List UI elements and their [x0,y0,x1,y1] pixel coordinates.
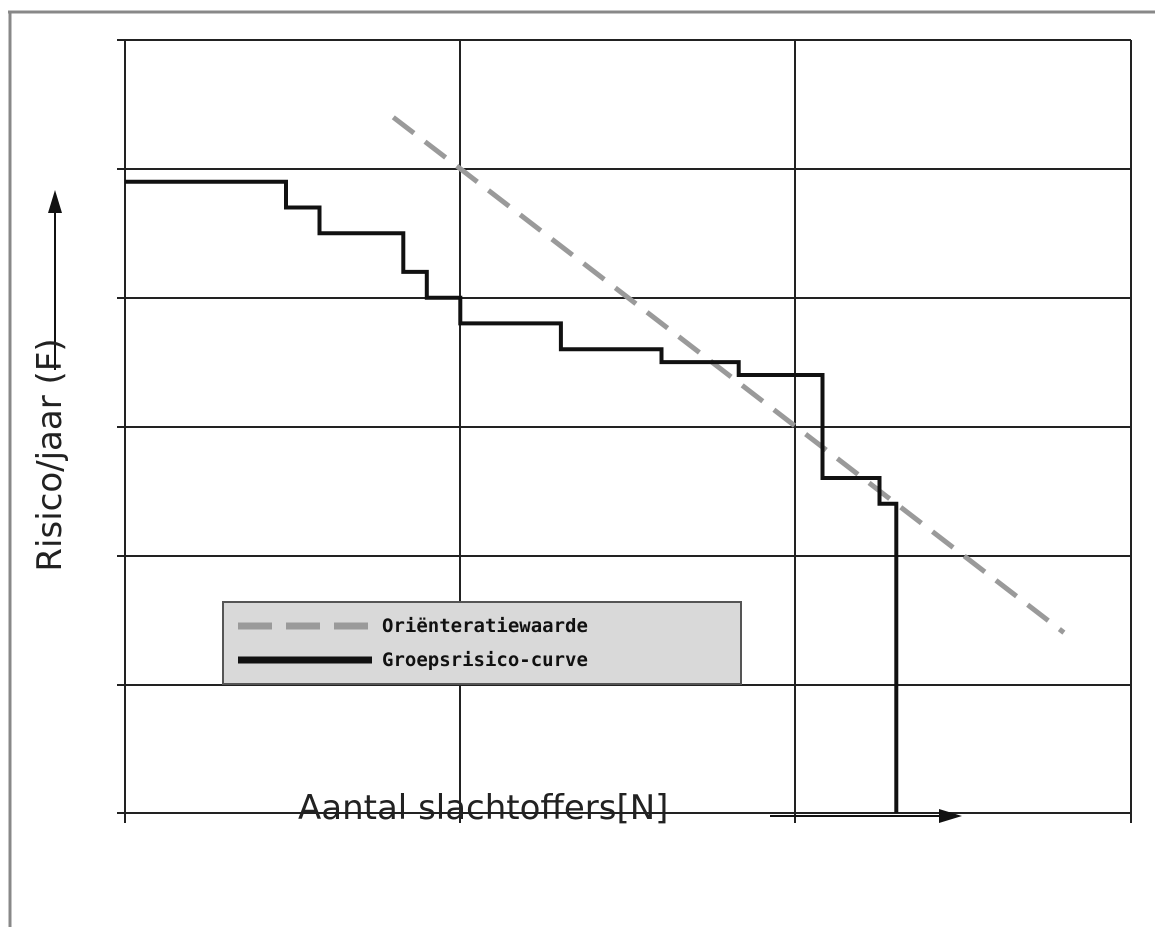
legend-item-groepsrisico-curve: Groepsrisico-curve [238,647,588,673]
y-axis-label-container: Risico/jaar (F) [20,190,80,720]
legend: Oriënteratiewaarde Groepsrisico-curve [222,601,742,685]
legend-item-orienteratiewaarde: Oriënteratiewaarde [238,613,588,639]
grid [117,39,1132,823]
series-line-groepsrisico-curve [125,179,899,813]
x-axis-label: Aantal slachtoffers[N] [298,788,669,828]
legend-swatch-solid [238,656,372,664]
x-axis-arrow [770,809,962,823]
legend-label: Oriënteratiewaarde [382,615,588,637]
y-axis-arrow [48,190,62,370]
legend-label: Groepsrisico-curve [382,649,588,671]
series-line-orienteratiewaarde [391,115,1066,635]
y-axis-label: Risico/jaar (F) [30,338,70,572]
series-layer [125,115,1066,813]
legend-swatch-dashed [238,622,372,630]
